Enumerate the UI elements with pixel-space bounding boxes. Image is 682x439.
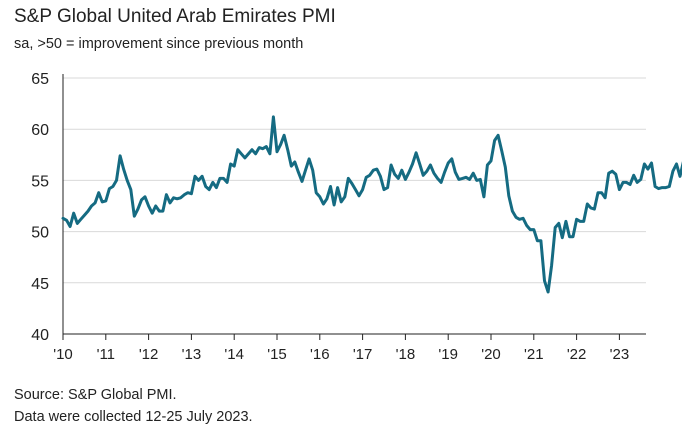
- y-tick-label-50: 50: [31, 225, 49, 242]
- x-tick-label-10: '20: [481, 346, 501, 363]
- x-tick-label-8: '18: [396, 346, 416, 363]
- source-note: Source: S&P Global PMI.: [14, 387, 177, 403]
- x-tick-label-9: '19: [438, 346, 458, 363]
- x-tick-label-11: '21: [524, 346, 544, 363]
- series-line-0: [61, 115, 682, 294]
- x-tick-label-2: '12: [139, 346, 159, 363]
- y-tick-label-40: 40: [31, 327, 49, 344]
- x-tick-label-0: '10: [53, 346, 73, 363]
- chart-subtitle: sa, >50 = improvement since previous mon…: [14, 36, 304, 52]
- y-tick-label-65: 65: [31, 71, 49, 88]
- x-tick-label-5: '15: [267, 346, 287, 363]
- x-tick-label-7: '17: [353, 346, 373, 363]
- x-tick-label-13: '23: [610, 346, 630, 363]
- y-tick-label-60: 60: [31, 122, 49, 139]
- collection-note: Data were collected 12-25 July 2023.: [14, 409, 253, 425]
- x-tick-label-12: '22: [567, 346, 587, 363]
- y-tick-label-45: 45: [31, 276, 49, 293]
- x-tick-label-3: '13: [182, 346, 202, 363]
- x-tick-label-1: '11: [97, 346, 115, 363]
- y-tick-label-55: 55: [31, 173, 49, 190]
- x-tick-label-6: '16: [310, 346, 330, 363]
- x-tick-label-4: '14: [224, 346, 244, 363]
- chart-title: S&P Global United Arab Emirates PMI: [14, 6, 336, 27]
